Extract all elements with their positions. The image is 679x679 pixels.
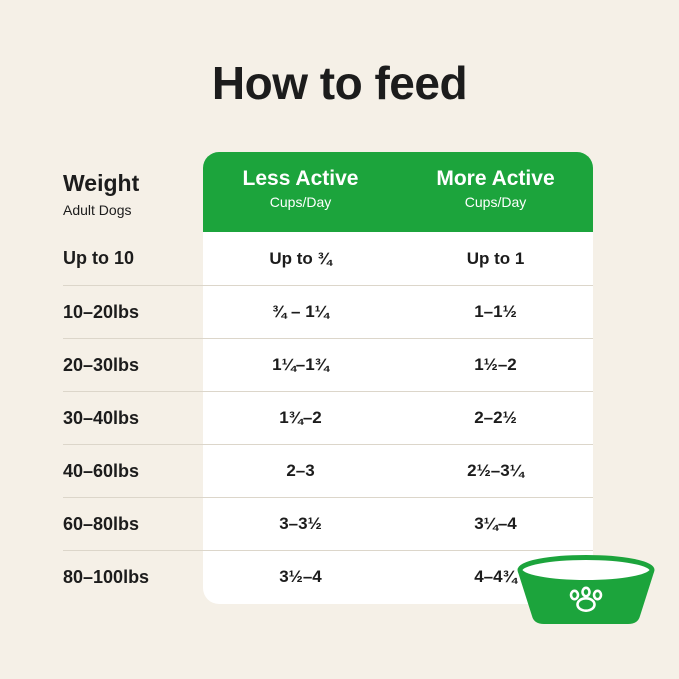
row-less-active: 3½–4 [279, 567, 322, 586]
row-weight: 40–60lbs [63, 460, 140, 481]
weight-header-sublabel: Adult Dogs [63, 202, 132, 218]
row-weight: 60–80lbs [63, 513, 140, 534]
row-less-active: 3–3½ [279, 514, 322, 533]
table-row: 30–40lbs 1¾–2 2–2½ [63, 391, 593, 444]
row-more-active: 2–2½ [474, 408, 517, 427]
column-sublabel: Cups/Day [464, 194, 527, 210]
row-less-active: ¾ – 1¼ [272, 302, 329, 321]
feeding-table-card: Less Active Cups/Day More Active Cups/Da… [203, 152, 593, 604]
row-less-active: Up to ¾ [269, 248, 332, 268]
row-weight: 20–30lbs [63, 354, 140, 375]
weight-header-label: Weight [63, 170, 140, 196]
row-weight: 10–20lbs [63, 301, 140, 322]
table-row: Up to 10 Up to ¾ Up to 1 [63, 232, 593, 285]
table-header: Less Active Cups/Day More Active Cups/Da… [203, 152, 593, 232]
column-header-less-active: Less Active Cups/Day [203, 152, 398, 232]
table-row: 20–30lbs 1¼–1¾ 1½–2 [63, 338, 593, 391]
row-less-active: 1¾–2 [279, 408, 322, 427]
row-more-active: 2½–3¼ [467, 461, 524, 480]
row-less-active: 2–3 [286, 461, 315, 480]
row-more-active: 1½–2 [474, 355, 517, 374]
dog-bowl-with-paw-icon [512, 554, 660, 633]
table-row: 80–100lbs 3½–4 4–4¾ [63, 550, 593, 603]
table-row: 10–20lbs ¾ – 1¼ 1–1½ [63, 285, 593, 338]
table-body: Up to 10 Up to ¾ Up to 1 10–20lbs ¾ – 1¼… [63, 232, 593, 603]
row-more-active: 3¼–4 [474, 514, 517, 533]
column-sublabel: Cups/Day [269, 194, 332, 210]
row-more-active: Up to 1 [466, 248, 525, 268]
column-label: More Active [436, 167, 555, 190]
page-title: How to feed [211, 57, 468, 109]
table-row: 60–80lbs 3–3½ 3¼–4 [63, 497, 593, 550]
table-row: 40–60lbs 2–3 2½–3¼ [63, 444, 593, 497]
row-weight: 30–40lbs [63, 407, 140, 428]
row-weight: Up to 10 [63, 248, 135, 268]
row-more-active: 1–1½ [474, 302, 517, 321]
column-header-more-active: More Active Cups/Day [398, 152, 593, 232]
row-less-active: 1¼–1¾ [272, 355, 329, 374]
row-weight: 80–100lbs [63, 566, 150, 587]
row-more-active: 4–4¾ [474, 567, 517, 586]
weight-column-header: Weight Adult Dogs [63, 170, 139, 218]
column-label: Less Active [242, 167, 359, 190]
